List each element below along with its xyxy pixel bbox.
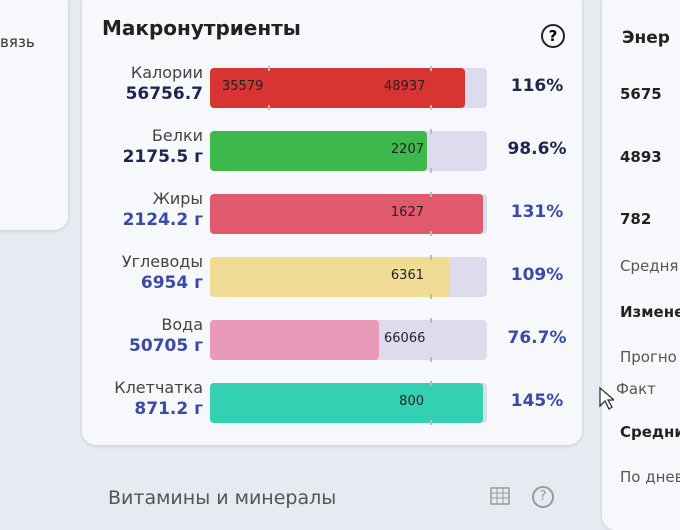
target-marker [430,381,432,425]
section-title: Витамины и минералы [108,487,337,509]
energy-title: Энер [622,28,670,48]
card-title: Макронутриенты [102,16,301,40]
nutrient-amount: 56756.7 [125,84,203,104]
help-button[interactable]: ? [541,24,565,48]
nutrient-name: Жиры [152,189,203,208]
target-marker [430,255,432,299]
progress-bar [210,320,379,360]
target-marker [430,318,432,362]
nutrient-amount: 6954 г [140,273,203,293]
energy-line: 4893 [620,148,662,166]
percent-label: 116% [510,76,564,96]
nutrient-name: Белки [151,126,203,145]
nutrient-amount: 50705 г [129,336,203,356]
energy-line: 5675 [620,85,662,103]
marker-label: 2207 [390,142,424,157]
table-icon[interactable] [490,487,510,505]
macro-card: Макронутриенты ? Калории 56756.7 35579 4893… [82,0,582,445]
progress-bar [210,68,466,108]
energy-line: Средня [620,257,679,275]
progress-bar [210,257,450,297]
target-marker [430,66,432,110]
mouse-cursor [599,386,614,410]
target-marker [268,66,270,110]
nutrient-name: Калории [130,63,203,82]
nutrient-amount: 2124.2 г [122,210,203,230]
energy-line: 782 [620,210,652,228]
nutrient-amount: 2175.5 г [122,147,203,167]
nutrient-amount: 871.2 г [134,399,203,419]
energy-card: Энер 5675 4893 782 Средня Измене Прогно Факт Ср… [602,0,680,530]
percent-label: 131% [510,202,564,222]
energy-line: Измене [620,303,680,321]
target-marker [430,192,432,236]
marker-label: 48937 [384,79,426,94]
energy-line: Факт [616,380,656,398]
progress-bar [210,194,483,234]
section-help[interactable]: ? [532,486,554,508]
marker-label: 35579 [222,79,264,94]
marker-label: 6361 [390,268,424,283]
percent-label: 76.7% [507,328,567,348]
marker-label: 1627 [390,205,424,220]
energy-line: По днев [620,468,680,486]
left-card: вязь [0,0,68,230]
target-marker [430,129,432,173]
progress-bar [210,131,427,171]
marker-label: 66066 [384,331,426,346]
nutrient-name: Вода [161,315,203,334]
percent-label: 98.6% [507,139,567,159]
marker-label: 800 [399,394,424,409]
progress-bar [210,383,483,423]
left-card-text: вязь [0,33,35,51]
nutrient-name: Клетчатка [114,378,203,397]
percent-label: 109% [510,265,564,285]
nutrient-name: Углеводы [121,252,203,271]
energy-line: Средни [620,423,680,441]
energy-line: Прогно [620,348,677,366]
percent-label: 145% [510,391,564,411]
